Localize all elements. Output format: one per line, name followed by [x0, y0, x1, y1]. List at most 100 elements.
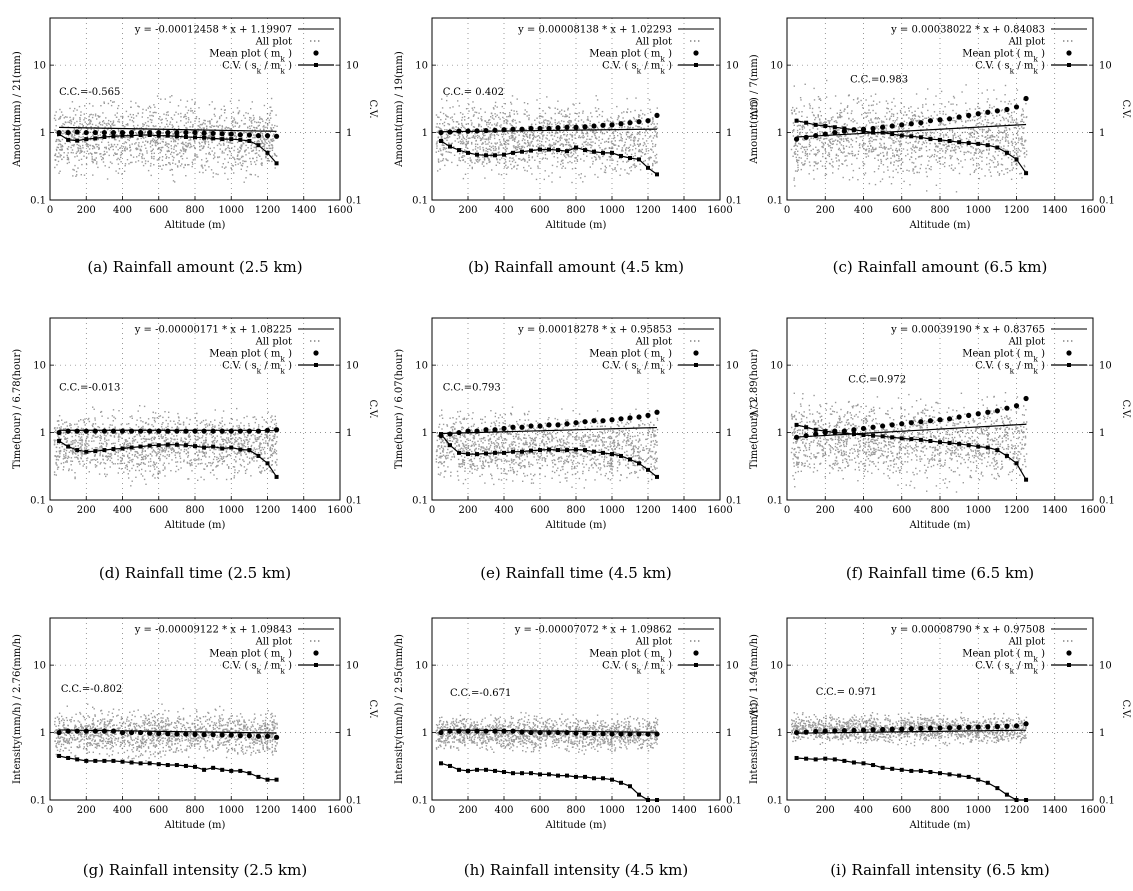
- all-plot-point: [238, 126, 240, 128]
- all-plot-point: [114, 124, 116, 126]
- x-tick-label: 1600: [1080, 205, 1105, 216]
- all-plot-point: [462, 143, 464, 145]
- all-plot-point: [143, 124, 145, 126]
- all-plot-point: [72, 118, 74, 121]
- all-plot-point: [967, 128, 970, 130]
- all-plot-point: [462, 155, 464, 157]
- all-plot-point: [1005, 117, 1007, 120]
- all-plot-point: [999, 131, 1001, 133]
- all-plot-scatter: [53, 95, 278, 183]
- all-plot-point: [223, 112, 226, 114]
- all-plot-point: [240, 164, 243, 166]
- all-plot-point: [889, 135, 891, 137]
- all-plot-point: [555, 139, 557, 142]
- all-plot-point: [491, 152, 494, 154]
- all-plot-point: [806, 116, 808, 118]
- all-plot-point: [255, 163, 257, 166]
- all-plot-point: [211, 124, 213, 127]
- all-plot-point: [245, 170, 248, 172]
- all-plot-point: [1013, 127, 1015, 129]
- all-plot-point: [55, 138, 58, 141]
- all-plot-point: [512, 118, 514, 121]
- all-plot-point: [449, 107, 451, 109]
- all-plot-point: [174, 181, 176, 183]
- all-plot-point: [165, 141, 167, 143]
- all-plot-point: [504, 133, 507, 135]
- all-plot-point: [992, 143, 994, 145]
- all-plot-point: [250, 121, 252, 123]
- all-plot-point: [525, 152, 527, 155]
- all-plot-point: [170, 140, 172, 143]
- all-plot-point: [561, 167, 563, 169]
- all-plot-point: [556, 157, 559, 159]
- all-plot-point: [495, 147, 497, 150]
- all-plot-point: [1021, 144, 1023, 146]
- all-plot-point: [876, 154, 879, 156]
- all-plot-point: [91, 116, 94, 119]
- all-plot-point: [815, 117, 817, 119]
- all-plot-point: [946, 145, 948, 148]
- all-plot-point: [965, 137, 968, 140]
- all-plot-point: [852, 176, 854, 179]
- all-plot-point: [56, 164, 58, 166]
- all-plot-point: [939, 122, 941, 124]
- all-plot-point: [626, 97, 628, 100]
- all-plot-point: [917, 115, 920, 117]
- all-plot-point: [254, 152, 257, 155]
- all-plot-point: [590, 112, 592, 114]
- mean-point: [273, 133, 280, 139]
- all-plot-point: [542, 116, 544, 118]
- cv-point: [918, 135, 923, 140]
- all-plot-point: [638, 116, 640, 118]
- all-plot-point: [227, 447, 229, 450]
- all-plot-point: [514, 133, 516, 135]
- all-plot-point: [151, 157, 153, 159]
- all-plot-point: [103, 128, 106, 130]
- all-plot-point: [70, 464, 72, 466]
- all-plot-point: [647, 164, 649, 166]
- all-plot-point: [69, 141, 71, 144]
- all-plot-point: [542, 150, 544, 153]
- all-plot-point: [816, 163, 818, 165]
- all-plot-point: [482, 161, 485, 163]
- all-plot-point: [888, 118, 891, 121]
- all-plot-point: [254, 451, 256, 453]
- all-plot-point: [275, 155, 278, 157]
- all-plot-point: [262, 150, 264, 152]
- all-plot-point: [925, 150, 928, 152]
- all-plot-point: [818, 118, 821, 120]
- all-plot-point: [871, 148, 874, 150]
- all-plot-point: [834, 95, 837, 97]
- all-plot-point: [991, 122, 993, 124]
- all-plot-point: [995, 98, 998, 100]
- all-plot-point: [605, 147, 607, 150]
- all-plot-point: [634, 154, 636, 157]
- all-plot-point: [213, 125, 216, 127]
- all-plot-point: [162, 146, 164, 149]
- all-plot-point: [797, 166, 799, 169]
- all-plot-point: [136, 138, 138, 141]
- all-plot-point: [531, 123, 533, 125]
- all-plot-point: [141, 156, 143, 158]
- all-plot-point: [998, 132, 1000, 134]
- all-plot-point: [1020, 138, 1022, 140]
- all-plot-point: [578, 102, 581, 104]
- all-plot-point: [1015, 137, 1017, 139]
- all-plot-point: [142, 136, 144, 139]
- all-plot-point: [627, 125, 629, 128]
- all-plot-point: [188, 139, 190, 141]
- all-plot-point: [809, 153, 811, 155]
- cv-point: [794, 118, 799, 123]
- all-plot-point: [570, 147, 572, 149]
- all-plot-point: [799, 133, 801, 136]
- all-plot-point: [832, 143, 834, 145]
- all-plot-point: [974, 130, 976, 132]
- all-plot-point: [586, 138, 588, 140]
- all-plot-point: [201, 164, 203, 166]
- all-plot-point: [136, 132, 138, 134]
- all-plot-point: [852, 154, 854, 157]
- all-plot-point: [972, 147, 974, 149]
- all-plot-point: [113, 143, 116, 146]
- all-plot-point: [505, 161, 507, 163]
- all-plot-point: [601, 110, 604, 113]
